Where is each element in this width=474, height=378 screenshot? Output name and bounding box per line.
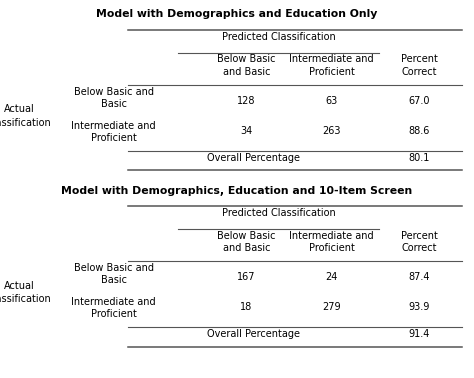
Text: Model with Demographics, Education and 10-Item Screen: Model with Demographics, Education and 1… (61, 186, 413, 195)
Text: Intermediate and
Proficient: Intermediate and Proficient (72, 121, 156, 143)
Text: 91.4: 91.4 (409, 329, 430, 339)
Text: Actual
Classification: Actual Classification (0, 104, 51, 128)
Text: 93.9: 93.9 (409, 302, 430, 312)
Text: Percent
Correct: Percent Correct (401, 231, 438, 253)
Text: Below Basic and
Basic: Below Basic and Basic (74, 263, 154, 285)
Text: 67.0: 67.0 (409, 96, 430, 106)
Text: 167: 167 (237, 272, 256, 282)
Text: 63: 63 (326, 96, 338, 106)
Text: 34: 34 (240, 126, 253, 136)
Text: Percent
Correct: Percent Correct (401, 54, 438, 77)
Text: 279: 279 (322, 302, 341, 312)
Text: 88.6: 88.6 (409, 126, 430, 136)
Text: 263: 263 (322, 126, 341, 136)
Text: Intermediate and
Proficient: Intermediate and Proficient (290, 54, 374, 77)
Text: Actual
Classification: Actual Classification (0, 280, 51, 304)
Text: 18: 18 (240, 302, 253, 312)
Text: 80.1: 80.1 (409, 153, 430, 163)
Text: Predicted Classification: Predicted Classification (222, 32, 335, 42)
Text: Intermediate and
Proficient: Intermediate and Proficient (290, 231, 374, 253)
Text: Below Basic and
Basic: Below Basic and Basic (74, 87, 154, 109)
Text: Overall Percentage: Overall Percentage (207, 329, 300, 339)
Text: Predicted Classification: Predicted Classification (222, 208, 335, 218)
Text: 128: 128 (237, 96, 256, 106)
Text: 24: 24 (326, 272, 338, 282)
Text: Overall Percentage: Overall Percentage (207, 153, 300, 163)
Text: 87.4: 87.4 (409, 272, 430, 282)
Text: Intermediate and
Proficient: Intermediate and Proficient (72, 297, 156, 319)
Text: Model with Demographics and Education Only: Model with Demographics and Education On… (96, 9, 378, 19)
Text: Below Basic
and Basic: Below Basic and Basic (217, 54, 276, 77)
Text: Below Basic
and Basic: Below Basic and Basic (217, 231, 276, 253)
